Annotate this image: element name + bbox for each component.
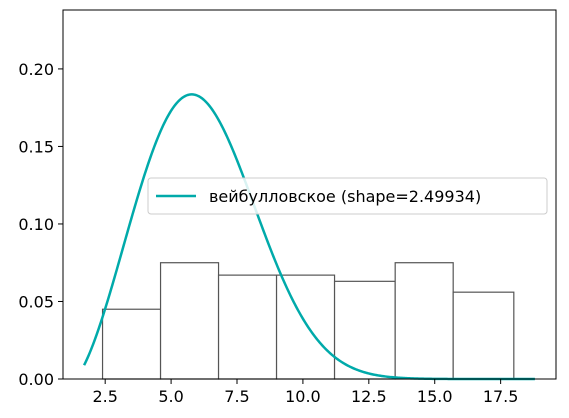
x-tick-label: 10.0 bbox=[285, 387, 321, 406]
histogram-bar bbox=[101, 308, 162, 380]
histogram-bar bbox=[275, 274, 336, 380]
y-tick-label: 0.05 bbox=[18, 292, 54, 311]
y-axis-ticks: 0.00 0.05 0.10 0.15 0.20 bbox=[18, 60, 63, 389]
legend-label: вейбулловское (shape=2.49934) bbox=[209, 187, 481, 206]
legend-box bbox=[147, 177, 548, 215]
y-tick-label: 0.15 bbox=[18, 137, 54, 156]
y-tick-label: 0.00 bbox=[18, 370, 54, 389]
histogram-bars bbox=[101, 262, 515, 380]
x-tick-label: 17.5 bbox=[483, 387, 519, 406]
y-tick-label: 0.10 bbox=[18, 215, 54, 234]
x-tick-label: 2.5 bbox=[92, 387, 117, 406]
histogram-bar bbox=[394, 262, 454, 380]
histogram-bar bbox=[452, 291, 515, 380]
x-tick-label: 12.5 bbox=[351, 387, 387, 406]
histogram-bar bbox=[217, 274, 278, 380]
x-tick-label: 5.0 bbox=[158, 387, 183, 406]
y-tick-label: 0.20 bbox=[18, 60, 54, 79]
x-tick-label: 15.0 bbox=[417, 387, 453, 406]
x-axis-ticks: 2.5 5.0 7.5 10.0 12.5 15.0 17.5 bbox=[92, 379, 518, 406]
legend: вейбулловское (shape=2.49934) bbox=[147, 177, 548, 215]
histogram-bar bbox=[159, 262, 220, 380]
x-tick-label: 7.5 bbox=[224, 387, 249, 406]
plot-frame bbox=[62, 9, 557, 380]
